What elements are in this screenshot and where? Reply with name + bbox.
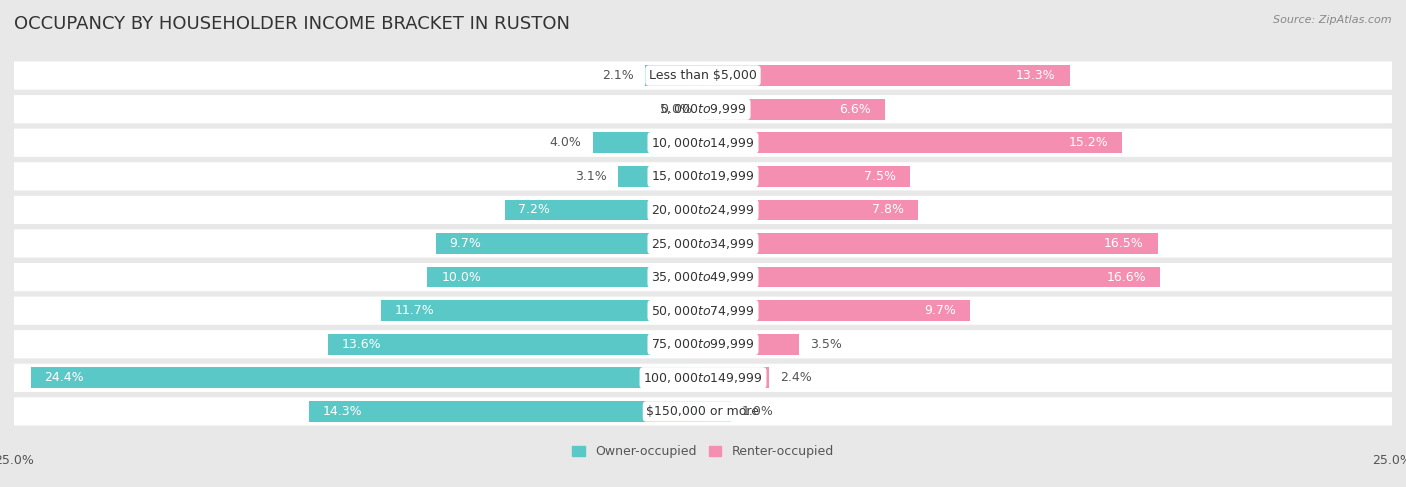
Bar [505,200,703,220]
Text: 7.8%: 7.8% [872,204,904,216]
Text: $75,000 to $99,999: $75,000 to $99,999 [651,337,755,351]
Bar [703,233,1157,254]
Bar [617,166,703,187]
FancyBboxPatch shape [13,196,1393,224]
Text: OCCUPANCY BY HOUSEHOLDER INCOME BRACKET IN RUSTON: OCCUPANCY BY HOUSEHOLDER INCOME BRACKET … [14,15,569,33]
Bar [31,367,703,388]
Bar [703,99,884,120]
Text: $10,000 to $14,999: $10,000 to $14,999 [651,136,755,150]
Text: $50,000 to $74,999: $50,000 to $74,999 [651,304,755,318]
FancyBboxPatch shape [13,129,1393,157]
Text: 3.1%: 3.1% [575,170,606,183]
Text: $150,000 or more: $150,000 or more [647,405,759,418]
Text: 4.0%: 4.0% [550,136,582,149]
Bar [703,200,918,220]
Bar [381,300,703,321]
Text: $100,000 to $149,999: $100,000 to $149,999 [644,371,762,385]
Text: 9.7%: 9.7% [450,237,481,250]
Bar [703,367,769,388]
Text: 13.3%: 13.3% [1017,69,1056,82]
FancyBboxPatch shape [13,330,1393,358]
Text: 11.7%: 11.7% [394,304,434,317]
Text: 9.7%: 9.7% [925,304,956,317]
Bar [703,65,1070,86]
Bar [436,233,703,254]
Text: 2.4%: 2.4% [780,372,811,384]
Text: 10.0%: 10.0% [441,271,481,283]
Text: Source: ZipAtlas.com: Source: ZipAtlas.com [1274,15,1392,25]
Bar [427,267,703,287]
FancyBboxPatch shape [13,95,1393,123]
FancyBboxPatch shape [13,263,1393,291]
Text: 1.0%: 1.0% [741,405,773,418]
Text: $20,000 to $24,999: $20,000 to $24,999 [651,203,755,217]
FancyBboxPatch shape [13,162,1393,190]
Text: 14.3%: 14.3% [323,405,363,418]
Text: $15,000 to $19,999: $15,000 to $19,999 [651,169,755,183]
Text: 3.5%: 3.5% [810,338,842,351]
Text: 0.0%: 0.0% [659,103,692,115]
Bar [703,267,1160,287]
Bar [593,132,703,153]
Bar [703,334,800,355]
Text: 7.5%: 7.5% [863,170,896,183]
Bar [703,401,731,422]
FancyBboxPatch shape [13,297,1393,325]
Text: 15.2%: 15.2% [1069,136,1108,149]
Text: 13.6%: 13.6% [342,338,381,351]
Bar [703,166,910,187]
FancyBboxPatch shape [13,397,1393,426]
Text: 24.4%: 24.4% [45,372,84,384]
Text: 16.5%: 16.5% [1104,237,1144,250]
Bar [309,401,703,422]
Text: 7.2%: 7.2% [519,204,550,216]
Text: 6.6%: 6.6% [839,103,872,115]
Legend: Owner-occupied, Renter-occupied: Owner-occupied, Renter-occupied [568,440,838,463]
FancyBboxPatch shape [13,229,1393,258]
FancyBboxPatch shape [13,61,1393,90]
Text: $35,000 to $49,999: $35,000 to $49,999 [651,270,755,284]
Text: 16.6%: 16.6% [1107,271,1147,283]
Text: 2.1%: 2.1% [602,69,634,82]
Text: $5,000 to $9,999: $5,000 to $9,999 [659,102,747,116]
Bar [328,334,703,355]
Text: $25,000 to $34,999: $25,000 to $34,999 [651,237,755,250]
Bar [703,132,1122,153]
FancyBboxPatch shape [13,364,1393,392]
Bar [645,65,703,86]
Bar [703,300,970,321]
Text: Less than $5,000: Less than $5,000 [650,69,756,82]
